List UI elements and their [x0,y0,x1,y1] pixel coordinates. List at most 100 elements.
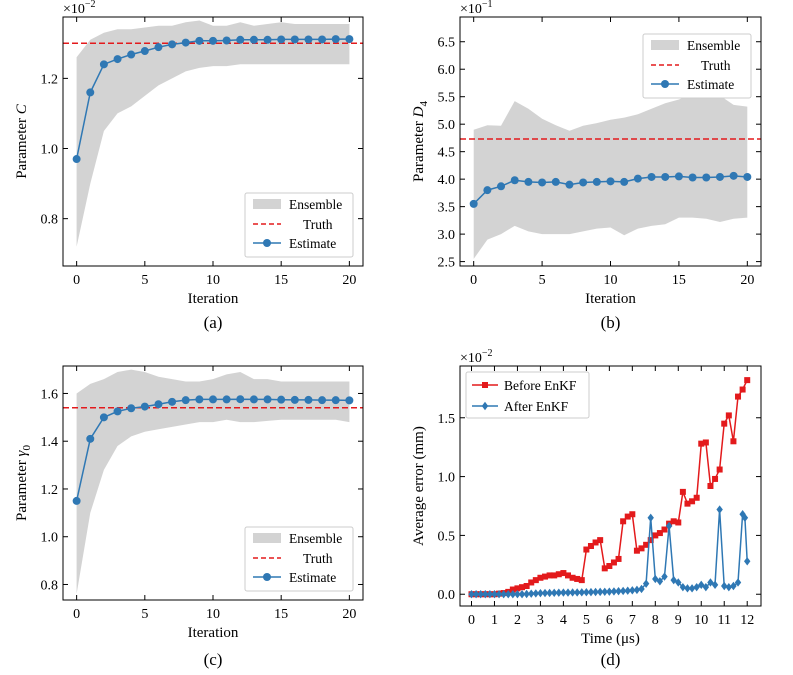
y-tick-label: 3.0 [438,228,456,243]
legend-truth-label: Truth [303,217,333,232]
estimate-point [606,177,615,186]
plot-area [63,20,363,247]
axis-multiplier: ×10−2 [460,348,493,366]
x-tick-label: 5 [583,613,590,628]
estimate-point [674,172,683,181]
after-enkf-point [711,580,719,590]
before-enkf-point [523,583,530,589]
axis-multiplier: ×10−1 [460,0,493,17]
estimate-point [222,395,231,404]
legend-estimate-marker [263,573,271,581]
y-tick-label: 0.8 [41,578,59,593]
estimate-point [263,395,272,404]
estimate-point [290,395,299,404]
after-enkf-point [624,586,631,595]
plot-area [468,377,751,599]
estimate-point [140,402,149,411]
before-enkf-point [551,572,558,579]
after-enkf-point [638,584,645,594]
before-enkf-point [564,572,571,579]
before-enkf-point [555,571,562,578]
y-tick-label: 1.2 [41,483,59,498]
x-axis-label: Time (μs) [581,631,640,647]
y-axis-label: Parameter γ0 [14,445,33,521]
x-tick-label: 3 [537,613,544,628]
legend-series-marker [482,382,488,388]
estimate-point [715,172,724,181]
estimate-point [277,395,286,404]
before-enkf-point [684,500,691,507]
legend: Before EnKF After EnKF [465,371,590,419]
after-enkf-point [693,582,700,592]
after-enkf-point [721,581,728,591]
x-axis-label: Iteration [188,291,239,307]
after-enkf-point [578,588,585,597]
after-enkf-point [684,584,691,593]
estimate-point [113,407,122,416]
x-tick-label: 20 [342,273,356,288]
before-enkf-point [560,570,567,577]
legend-ensemble-swatch [253,199,281,209]
estimate-point [688,173,697,182]
estimate-point [510,176,519,185]
after-enkf-point [505,590,512,599]
estimate-point [72,496,81,505]
x-tick-label: 10 [206,273,220,288]
x-tick-label: 4 [560,613,567,628]
estimate-point [702,173,711,182]
estimate-point [331,396,340,405]
x-tick-label: 10 [206,607,220,622]
after-enkf-point [647,513,654,522]
before-enkf-point [739,386,746,393]
after-enkf-point [619,586,627,596]
legend: Ensemble Truth Estimate [642,33,752,99]
before-enkf-point [624,513,631,520]
y-tick-label: 6.5 [438,36,456,51]
after-enkf-point [509,590,517,599]
before-enkf-point [528,579,535,586]
plot-area [460,92,761,259]
after-enkf-point [514,590,521,599]
ensemble-band [76,369,350,594]
x-tick-label: 11 [717,613,730,628]
before-enkf-point [725,412,732,419]
x-tick-label: 6 [606,613,613,628]
after-enkf-point [528,589,535,598]
legend-ensemble-label: Ensemble [289,197,342,212]
legend-estimate-label: Estimate [289,570,336,585]
estimate-point [318,35,327,44]
after-enkf-point [555,588,563,597]
after-enkf-point [702,582,710,592]
estimate-point [86,88,95,97]
estimate-point [483,186,492,195]
before-enkf-point [675,519,682,526]
estimate-point [579,178,588,187]
after-enkf-point [688,584,696,593]
estimate-point [592,177,601,186]
after-enkf-point [569,588,576,597]
legend-series-marker [481,401,489,411]
after-enkf-point [698,580,705,590]
estimate-point [222,36,231,45]
estimate-point [304,35,313,44]
before-enkf-point [532,577,539,584]
after-enkf-point [615,586,622,596]
before-enkf-point [620,518,627,525]
before-enkf-point [647,537,654,544]
before-enkf-point [679,488,686,495]
panel-caption: (d) [601,650,621,669]
estimate-point [86,434,95,443]
y-tick-label: 1.0 [438,471,456,486]
y-tick-label: 5.5 [438,91,456,106]
estimate-point [524,177,533,186]
after-enkf-point [734,578,742,587]
estimate-point [538,178,547,187]
legend-series-label: Before EnKF [504,378,577,393]
estimate-point [209,36,217,45]
before-enkf-point [712,475,719,482]
x-tick-label: 7 [629,613,636,628]
after-enkf-point [642,579,650,588]
x-tick-label: 0 [470,273,477,288]
legend: Ensemble Truth Estimate [244,192,354,258]
before-enkf-point [546,572,553,579]
